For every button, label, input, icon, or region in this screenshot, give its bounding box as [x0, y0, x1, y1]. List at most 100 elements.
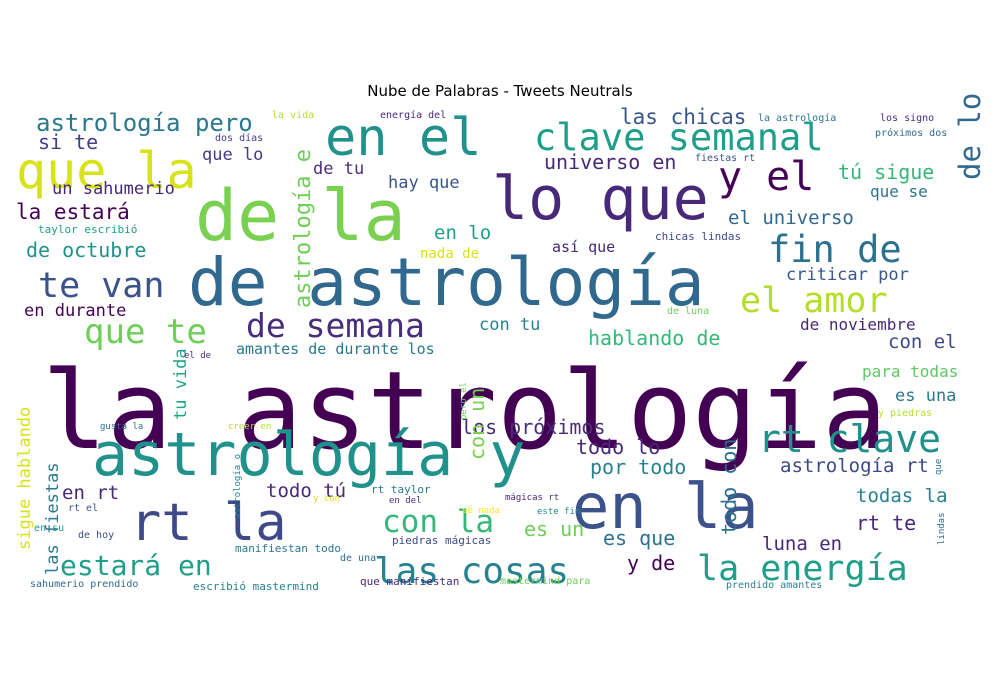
word-sahumerio-prendido: sahumerio prendido [30, 579, 138, 590]
word-es-que: es que [603, 526, 675, 550]
word-todo-tu: todo tú [266, 480, 346, 502]
word-por-todo: por todo [590, 455, 686, 479]
word-los-signo: los signo [880, 113, 934, 124]
word-magicas-rt: mágicas rt [505, 493, 559, 503]
word-que-lo: que lo [202, 145, 263, 165]
word-las-chicas: las chicas [620, 105, 746, 129]
chart-title: Nube de Palabras - Tweets Neutrals [367, 82, 633, 100]
word-mastermind-para: mastermind para [500, 576, 590, 587]
word-todo-lo: todo lo [576, 435, 660, 459]
word-que-se: que se [870, 182, 928, 201]
word-tu-sigue: tú sigue [838, 160, 934, 184]
word-en-lo: en lo [434, 222, 491, 244]
word-y-el: y el [718, 154, 814, 200]
word-dos-dias: dos días [215, 132, 263, 144]
word-este-fin: este fin [537, 507, 580, 517]
word-escribio-mastermind: escribió mastermind [193, 580, 319, 593]
word-en-el: en el [325, 108, 482, 168]
word-estara-en: estará en [60, 549, 212, 582]
word-de-astrologia: de astrología [188, 244, 705, 321]
word-de-hoy: de hoy [78, 530, 114, 541]
word-la-astrologia: la astrología [758, 112, 836, 124]
word-piedras-magicas: piedras mágicas [392, 534, 491, 547]
word-si-te: si te [38, 130, 98, 154]
word-las-cosas: las cosas [374, 551, 569, 592]
word-el-amor: el amor [740, 281, 888, 321]
word-proximos-dos: próximos dos [875, 127, 947, 139]
word-gusta-la: gusta la [100, 422, 143, 432]
word-manifiestan-todo: manifiestan todo [235, 542, 341, 555]
word-pero-el: pero el [459, 382, 469, 420]
word-amantes-de-durante-los: amantes de durante los [236, 340, 435, 358]
word-y-piedras: y piedras [878, 408, 932, 419]
word-en-su: en su [34, 523, 64, 534]
word-todas-la: todas la [856, 485, 948, 507]
word-te-van: te van [38, 266, 164, 306]
word-que: que [934, 459, 944, 475]
word-y-con: y con [313, 494, 340, 504]
word-taylor-escribio: taylor escribió [38, 223, 137, 236]
word-de-la: de la [195, 175, 406, 257]
word-los-proximos: los próximos [461, 415, 606, 439]
word-astrologia-e: astrología e [291, 149, 316, 308]
word-criticar-por: criticar por [786, 265, 909, 285]
word-la-estara: la estará [16, 200, 130, 224]
word-las-fiestas: las fiestas [43, 462, 63, 575]
word-astrologia-y: astrología y [92, 420, 525, 490]
word-de-lo: de lo [953, 93, 987, 180]
word-hay-que: hay que [388, 173, 460, 193]
word-chicas-lindas: chicas lindas [655, 230, 741, 243]
word-creer-en: creer en [228, 422, 271, 432]
word-luna-en: luna en [762, 533, 842, 555]
word-la-vida: la vida [272, 110, 314, 121]
word-astrologia-rt: astrología rt [780, 455, 929, 477]
word-lo-que: lo que [492, 164, 709, 234]
word-en-la: en la [572, 470, 759, 543]
word-de-noviembre: de noviembre [800, 315, 916, 334]
word-con-el: con el [888, 331, 957, 353]
word-universo-en: universo en [544, 150, 676, 174]
word-astrologia-pero: astrología pero [36, 109, 253, 137]
word-un-sahumerio: un sahumerio [52, 179, 175, 199]
word-sigue-hablando: sigue hablando [15, 407, 35, 550]
word-de-semana: de semana [246, 306, 425, 345]
word-con-un: con un [465, 388, 489, 460]
word-se-nada: sé nada [462, 505, 500, 516]
word-el-de: el de [184, 351, 211, 361]
word-con-la: con la [382, 504, 494, 540]
word-nada-de: nada de [420, 246, 479, 262]
word-hablando-de: hablando de [588, 326, 720, 350]
word-en-del: en del [389, 496, 422, 506]
word-de-tu: de tu [313, 159, 364, 179]
word-rt-clave: rt clave [758, 417, 941, 461]
word-de-octubre: de octubre [26, 238, 146, 262]
word-de-una: de una [340, 553, 376, 564]
word-clave-semanal: clave semanal [534, 116, 824, 159]
word-en-durante: en durante [24, 301, 126, 321]
word-prendido-amantes: prendido amantes [726, 580, 822, 591]
word-todo-con: todo con [717, 439, 741, 535]
word-rt-la: rt la [130, 493, 287, 553]
word-y-de: y de [627, 551, 675, 575]
word-tu-vida: tu vida [171, 348, 191, 420]
word-energia-del: energía del [380, 109, 446, 121]
word-fiestas-rt: fiestas rt [695, 153, 755, 164]
word-rt-te: rt te [856, 511, 916, 535]
word-de-luna: de luna [667, 306, 709, 317]
word-la-energia: la energía [697, 549, 908, 589]
word-astrologia-o: astrología o [233, 454, 243, 519]
word-que-manifiestan: que manifiestan [360, 575, 459, 588]
word-rt-el: rt el [68, 503, 98, 514]
word-que-la: que la [16, 142, 197, 200]
word-que-te: que te [84, 312, 207, 352]
word-en-rt: en rt [62, 482, 119, 504]
word-el-universo: el universo [728, 207, 854, 229]
word-lindas: lindas [937, 512, 947, 545]
word-para-todas: para todas [862, 362, 958, 381]
word-es-una: es una [895, 386, 956, 406]
word-fin-de: fin de [768, 228, 902, 271]
word-es-un: es un [524, 517, 584, 541]
word-asi-que: así que [552, 238, 615, 256]
